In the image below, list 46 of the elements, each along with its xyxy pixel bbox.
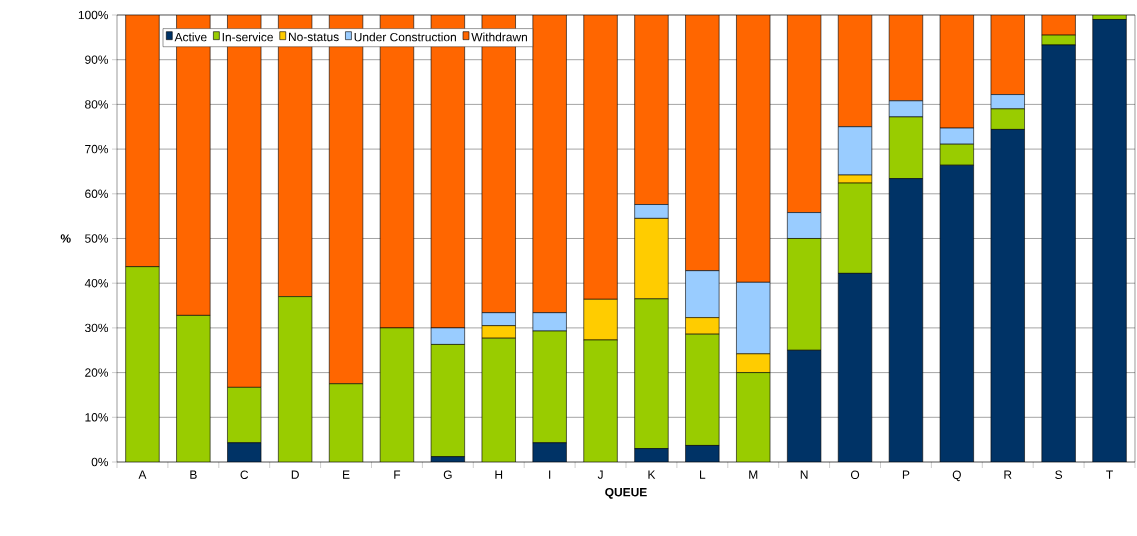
y-tick-label: 20% xyxy=(85,368,109,377)
legend-label: In-service xyxy=(222,32,273,42)
y-tick-label: 60% xyxy=(85,189,109,199)
x-tick-label: F xyxy=(394,470,401,479)
x-tick-label: K xyxy=(648,470,656,479)
x-tick-label: A xyxy=(138,470,147,479)
x-tick-label: P xyxy=(902,470,910,479)
y-tick-label: 80% xyxy=(85,100,109,109)
x-tick-label: S xyxy=(1055,470,1063,479)
x-tick-label: T xyxy=(1106,470,1113,479)
x-tick-label: M xyxy=(749,470,758,479)
x-tick-label: L xyxy=(700,470,706,479)
y-tick-label: 0% xyxy=(91,457,109,467)
bar xyxy=(1092,19,1127,462)
x-tick-label: O xyxy=(850,470,860,479)
y-tick-label: 100% xyxy=(78,10,109,20)
x-tick-label: G xyxy=(443,470,452,479)
x-tick-label: J xyxy=(597,470,603,479)
y-tick-label: 40% xyxy=(84,278,109,288)
bar xyxy=(837,273,873,462)
y-tick-label: 90% xyxy=(85,55,109,64)
y-tick-label: 70% xyxy=(85,144,109,154)
bar xyxy=(1041,44,1076,462)
bar xyxy=(888,178,924,462)
x-tick-label: Q xyxy=(952,470,961,482)
legend-label: Withdrawn xyxy=(471,32,527,42)
x-tick-label: R xyxy=(1004,470,1012,479)
x-tick-label: B xyxy=(190,470,197,479)
x-tick-label: I xyxy=(549,470,551,479)
x-tick-label: H xyxy=(495,470,503,479)
bar xyxy=(990,129,1025,462)
y-axis-title: % xyxy=(60,234,71,243)
y-tick-label: 50% xyxy=(85,234,109,243)
x-tick-label: C xyxy=(240,470,249,479)
y-tick-label: 10% xyxy=(85,413,109,422)
x-axis-title: QUEUE xyxy=(605,487,647,499)
bar xyxy=(787,349,822,462)
bar xyxy=(939,164,974,462)
x-tick-label: E xyxy=(343,470,350,479)
legend-label: No-status xyxy=(289,32,339,42)
y-tick-label: 30% xyxy=(85,323,109,333)
x-tick-label: D xyxy=(291,470,299,479)
bar xyxy=(532,442,567,462)
legend-label: Active xyxy=(174,32,207,42)
x-tick-label: N xyxy=(800,470,808,479)
legend-label: Under Construction xyxy=(354,32,456,42)
